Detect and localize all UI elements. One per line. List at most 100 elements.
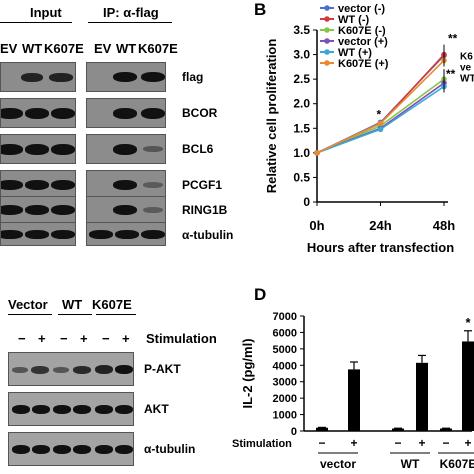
y-tick-label: 1000 <box>273 410 297 422</box>
il2-chart: 0 1000 2000 3000 4000 5000 6000 7000 IL-2 (pg/ml… <box>232 311 474 471</box>
blot-input-bcl6 <box>0 134 76 164</box>
x-tick-label: 48h <box>433 218 455 233</box>
y-tick-label: 1.5 <box>293 121 310 135</box>
blot-label-tubulin: α-tubulin <box>182 228 234 242</box>
side-label: K6 <box>460 51 473 62</box>
lane-input-ev: EV <box>0 41 18 56</box>
y-tick-label: 6000 <box>273 327 297 339</box>
blot-ip-tubulin <box>86 222 166 246</box>
blot-pakt <box>8 352 134 386</box>
sign-c-2: + <box>38 331 46 346</box>
significance-mark: ** <box>448 32 458 46</box>
y-tick-label: 3.5 <box>293 23 310 37</box>
y-tick-label: 3.0 <box>293 48 310 62</box>
data-point <box>377 126 384 133</box>
x-tick-label: 0h <box>309 218 324 233</box>
y-tick-label: 2.5 <box>293 72 310 86</box>
legend-marker <box>324 5 330 11</box>
proliferation-chart: 0 0.5 1.0 1.5 2.0 2.5 3.0 3.5 0h 24h 48h Hours afte… <box>264 3 474 255</box>
blot-tubulin-c <box>8 432 134 466</box>
blot-ip-ring1b <box>86 196 166 224</box>
bar <box>462 341 474 431</box>
y-tick-label: 0.5 <box>293 170 310 184</box>
y-tick-label: 1.0 <box>293 146 310 160</box>
lane-input-k607e: K607E <box>44 41 84 56</box>
bar <box>348 369 360 431</box>
blot-label-flag: flag <box>182 70 204 84</box>
side-label: WT <box>460 73 474 84</box>
blot-ip-bcor <box>86 98 166 128</box>
legend-marker <box>324 27 330 33</box>
stimulation-label: Stimulation <box>232 438 292 450</box>
y-tick-label: 4000 <box>273 360 297 372</box>
blot-label-tubulin-c: α-tubulin <box>144 442 196 456</box>
lane-ip-ev: EV <box>94 41 112 56</box>
significance-mark: * <box>377 107 382 121</box>
bar <box>440 428 452 431</box>
ip-underline <box>88 22 172 23</box>
sign-c-1: − <box>18 331 26 346</box>
group-underline-vector <box>8 314 52 315</box>
legend-label: vector (+) <box>338 36 388 48</box>
blot-label-bcor: BCOR <box>182 106 218 120</box>
ip-label: IP: α-flag <box>103 5 159 20</box>
group-label: WT <box>401 457 420 471</box>
y-axis-title: IL-2 (pg/ml) <box>240 338 255 408</box>
blot-label-akt: AKT <box>144 402 169 416</box>
group-label-k607e: K607E <box>92 297 132 312</box>
sign-c-6: + <box>122 331 130 346</box>
legend-label: WT (+) <box>338 47 372 59</box>
legend-label: K607E (+) <box>338 58 389 70</box>
panel-d-letter: D <box>254 285 267 304</box>
lane-input-wt: WT <box>22 41 43 56</box>
blot-label-pakt: P-AKT <box>144 362 181 376</box>
bar <box>392 428 404 431</box>
stimulation-sign: + <box>464 436 471 450</box>
stimulation-sign: + <box>418 436 425 450</box>
y-tick-label: 0 <box>291 426 297 438</box>
panel-b-letter: B <box>254 0 267 19</box>
blot-ip-pcgf1 <box>86 170 166 200</box>
stimulation-sign: + <box>350 436 357 450</box>
side-label: ve <box>460 62 472 73</box>
blot-label-ring1b: RING1B <box>182 203 228 217</box>
group-label-wt: WT <box>62 297 83 312</box>
stimulation-sign: − <box>394 436 401 450</box>
y-tick-label: 2.0 <box>293 97 310 111</box>
series-line <box>316 55 445 154</box>
bar <box>416 362 428 431</box>
data-point <box>377 120 384 127</box>
blot-ip-flag <box>86 62 166 92</box>
sign-c-5: − <box>102 331 110 346</box>
y-tick-label: 5000 <box>273 344 297 356</box>
stimulation-label-c: Stimulation <box>146 331 217 346</box>
x-axis-title: Hours after transfection <box>307 240 454 255</box>
legend-marker <box>324 16 330 22</box>
blot-label-bcl6: BCL6 <box>182 142 214 156</box>
input-underline <box>0 22 72 23</box>
significance-mark: ** <box>446 67 456 81</box>
blot-input-ring1b <box>0 196 76 224</box>
legend-label: WT (-) <box>338 14 369 26</box>
legend-marker <box>324 60 330 66</box>
bar <box>316 427 328 431</box>
group-label-vector: Vector <box>8 297 48 312</box>
data-point <box>314 150 320 156</box>
legend-label: K607E (-) <box>338 25 386 37</box>
blot-label-pcgf1: PCGF1 <box>182 178 223 192</box>
group-label: K607E <box>440 457 474 471</box>
y-axis-title: Relative cell proliferation <box>264 39 279 194</box>
sign-c-3: − <box>60 331 68 346</box>
group-underline-k607e <box>96 314 136 315</box>
group-underline-wt <box>58 314 92 315</box>
input-label: Input <box>30 5 62 20</box>
y-tick-label: 3000 <box>273 377 297 389</box>
stimulation-sign: − <box>318 436 325 450</box>
legend-marker <box>324 49 330 55</box>
lane-ip-wt: WT <box>116 41 137 56</box>
blot-input-flag <box>0 62 76 92</box>
blot-ip-bcl6 <box>86 134 166 164</box>
group-label: vector <box>320 457 356 471</box>
blot-input-bcor <box>0 98 76 128</box>
legend-label: vector (-) <box>338 3 385 15</box>
